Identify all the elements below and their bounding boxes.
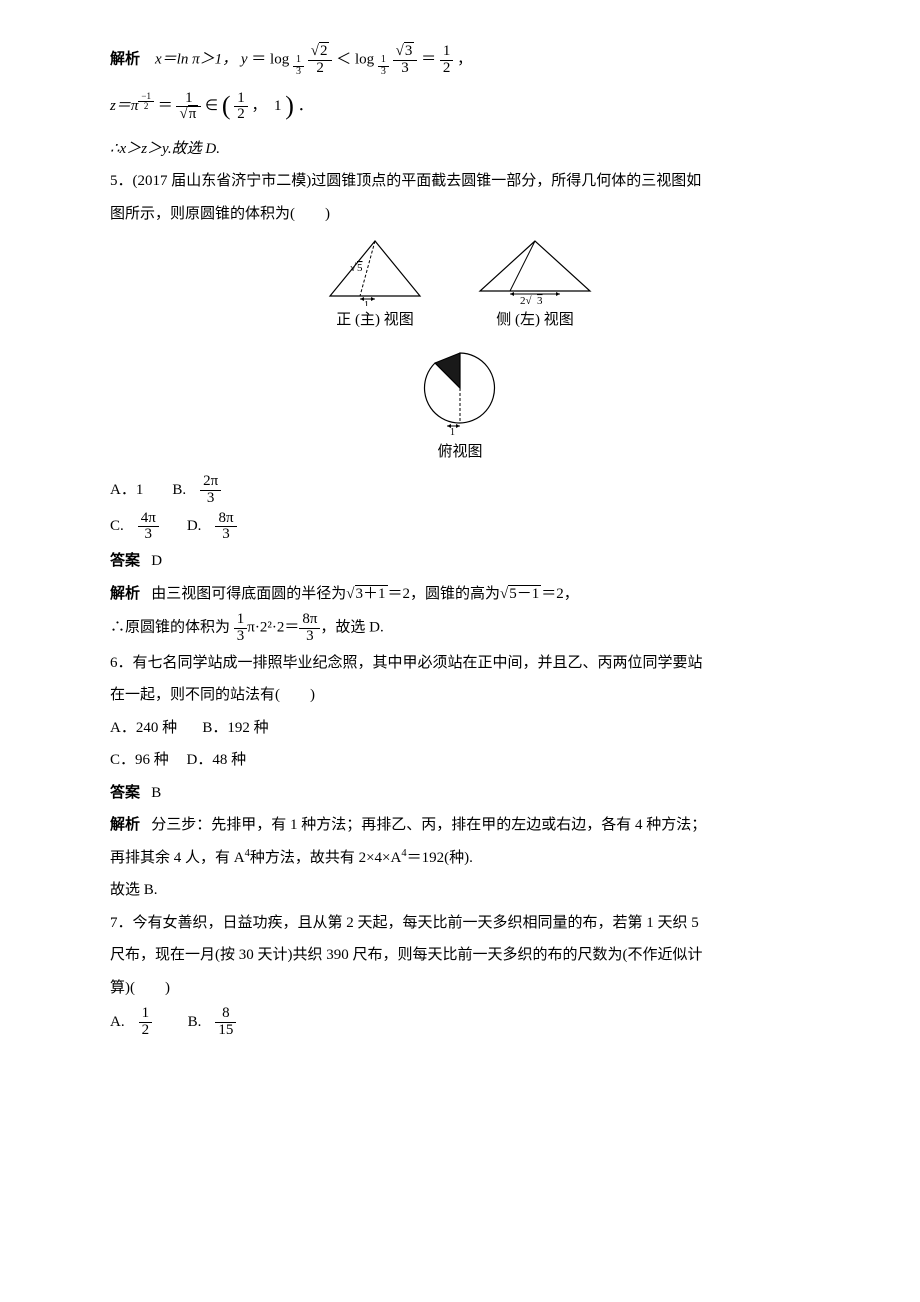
q6-explain2: 再排其余 4 人，有 A4种方法，故共有 2×4×A4＝192(种). bbox=[110, 844, 810, 873]
q4-x: x＝ln π＞1， bbox=[155, 52, 237, 68]
q6-optB: B．192 种 bbox=[202, 720, 268, 736]
q7-opts-ab: A. 12 B. 815 bbox=[110, 1006, 810, 1039]
v-frac2: 8π3 bbox=[299, 612, 320, 645]
label-explain: 解析 bbox=[110, 52, 140, 68]
fig-top: 1 俯视图 bbox=[405, 343, 515, 467]
side-label: 侧 (左) 视图 bbox=[496, 306, 574, 335]
fig-front: √ 5 1 正 (主) 视图 bbox=[320, 236, 430, 335]
svg-text:√: √ bbox=[350, 262, 357, 274]
q7-b-frac: 815 bbox=[215, 1006, 250, 1039]
q4-y: y bbox=[241, 52, 248, 68]
q5-explain1: 解析 由三视图可得底面圆的半径为√3＋1＝2，圆锥的高为√5－1＝2， bbox=[110, 580, 810, 609]
q4-explain-line1: 解析 x＝ln π＞1， y ＝ log 1 3 √2 2 ＜ log 1 3 … bbox=[110, 44, 810, 77]
log2: log bbox=[355, 52, 374, 68]
front-view-svg: √ 5 1 bbox=[320, 236, 430, 306]
q6-optC: C．96 种 bbox=[110, 752, 169, 768]
comma2: ， bbox=[252, 98, 267, 114]
q6-stem1: 6．有七名同学站成一排照毕业纪念照，其中甲必须站在正中间，并且乙、丙两位同学要站 bbox=[110, 649, 810, 678]
q5-optB: B. bbox=[172, 482, 186, 498]
top-label: 俯视图 bbox=[437, 438, 482, 467]
svg-text:1: 1 bbox=[450, 427, 455, 438]
q7-a-frac: 12 bbox=[139, 1006, 167, 1039]
logbase2: 1 3 bbox=[378, 55, 389, 77]
q5-c-frac: 4π3 bbox=[138, 511, 173, 544]
side-view-svg: 2√ 3 bbox=[470, 236, 600, 306]
q7-optB: B. bbox=[188, 1014, 202, 1030]
front-label: 正 (主) 视图 bbox=[336, 306, 414, 335]
q7-stem3: 算)( ) bbox=[110, 974, 810, 1003]
lparen: ( bbox=[222, 91, 231, 120]
e2b: π·2²·2＝ bbox=[247, 620, 299, 636]
in: ∈ bbox=[205, 98, 218, 114]
q7-stem1: 7．今有女善织，日益功疾，且从第 2 天起，每天比前一天多织相同量的布，若第 1… bbox=[110, 909, 810, 938]
lt1: ＜ bbox=[336, 52, 351, 68]
q7-stem2: 尺布，现在一月(按 30 天计)共织 390 尺布，则每天比前一天多织的布的尺数… bbox=[110, 941, 810, 970]
frac-1-sqrtpi: 1 √π bbox=[176, 91, 201, 124]
q6-opts-cd: C．96 种 D．48 种 bbox=[110, 746, 810, 775]
q6-opts-ab: A．240 种 B．192 种 bbox=[110, 714, 810, 743]
e2a: ∴原圆锥的体积为 bbox=[110, 620, 230, 636]
q5-stem1: 5．(2017 届山东省济宁市二模)过圆锥顶点的平面截去圆锥一部分，所得几何体的… bbox=[110, 167, 810, 196]
frac-s3-3: √3 3 bbox=[393, 44, 418, 77]
expl-label6: 解析 bbox=[110, 817, 140, 833]
rparen: ) bbox=[285, 91, 294, 120]
eq2: ＝ bbox=[421, 52, 436, 68]
logbase1: 1 3 bbox=[293, 55, 304, 77]
q5-optC: C. bbox=[110, 518, 124, 534]
e61: 分三步：先排甲，有 1 种方法；再排乙、丙，排在甲的左边或右边，各有 4 种方法… bbox=[151, 817, 706, 833]
q5-opts-cd: C. 4π3 D. 8π3 bbox=[110, 511, 810, 544]
eq: ＝ bbox=[251, 52, 266, 68]
q5-answer: 答案 D bbox=[110, 547, 810, 576]
q4-explain-line2: z＝π−12 ＝ 1 √π ∈ ( 1 2 ， 1 ) ． bbox=[110, 81, 810, 130]
ans-val6: B bbox=[151, 785, 161, 801]
z-pref: z＝π bbox=[110, 98, 138, 114]
q6-optD: D．48 种 bbox=[187, 752, 247, 768]
svg-text:5: 5 bbox=[357, 262, 363, 274]
ans-val: D bbox=[151, 553, 162, 569]
e1c: ＝2， bbox=[541, 586, 579, 602]
z-exp: −12 bbox=[138, 96, 154, 107]
e62b: 种方法，故共有 2×4×A bbox=[250, 850, 402, 866]
e2c: ，故选 D. bbox=[320, 620, 383, 636]
comma1: ， bbox=[457, 52, 472, 68]
dot: ． bbox=[298, 98, 313, 114]
fig-side: 2√ 3 侧 (左) 视图 bbox=[470, 236, 600, 335]
q6-answer: 答案 B bbox=[110, 779, 810, 808]
q5-opts-ab: A．1 B. 2π3 bbox=[110, 474, 810, 507]
frac-half2: 1 2 bbox=[234, 91, 248, 124]
svg-text:2√: 2√ bbox=[520, 295, 533, 306]
q6-optA: A．240 种 bbox=[110, 720, 177, 736]
top-view-svg: 1 bbox=[405, 343, 515, 438]
v-frac1: 13 bbox=[234, 612, 248, 645]
e62a: 再排其余 4 人，有 A bbox=[110, 850, 245, 866]
one: 1 bbox=[274, 98, 282, 114]
q4-conclusion: ∴x＞z＞y.故选 D. bbox=[110, 135, 810, 164]
e1a: 由三视图可得底面圆的半径为 bbox=[151, 586, 346, 602]
q5-figs-bottom: 1 俯视图 bbox=[110, 343, 810, 467]
q5-b-frac: 2π3 bbox=[200, 474, 235, 507]
svg-text:3: 3 bbox=[537, 295, 543, 306]
q5-optD: D. bbox=[187, 518, 202, 534]
log1: log bbox=[270, 52, 289, 68]
frac-half: 1 2 bbox=[440, 44, 454, 77]
q6-explain1: 解析 分三步：先排甲，有 1 种方法；再排乙、丙，排在甲的左边或右边，各有 4 … bbox=[110, 811, 810, 840]
ans-label6: 答案 bbox=[110, 785, 140, 801]
q6-stem2: 在一起，则不同的站法有( ) bbox=[110, 681, 810, 710]
q5-stem2: 图所示，则原圆锥的体积为( ) bbox=[110, 200, 810, 229]
e62c: ＝192(种). bbox=[407, 850, 473, 866]
q5-optA: A．1 bbox=[110, 482, 143, 498]
q5-figs-top: √ 5 1 正 (主) 视图 2√ 3 侧 (左) 视图 bbox=[110, 236, 810, 335]
q5-d-frac: 8π3 bbox=[215, 511, 250, 544]
q5-explain2: ∴原圆锥的体积为 13π·2²·2＝8π3，故选 D. bbox=[110, 612, 810, 645]
q7-optA: A. bbox=[110, 1014, 125, 1030]
ans-label: 答案 bbox=[110, 553, 140, 569]
q6-explain3: 故选 B. bbox=[110, 876, 810, 905]
frac-s2-2: √2 2 bbox=[308, 44, 333, 77]
expl-label: 解析 bbox=[110, 586, 140, 602]
eq3: ＝ bbox=[158, 98, 173, 114]
e1b: ＝2，圆锥的高为 bbox=[388, 586, 501, 602]
